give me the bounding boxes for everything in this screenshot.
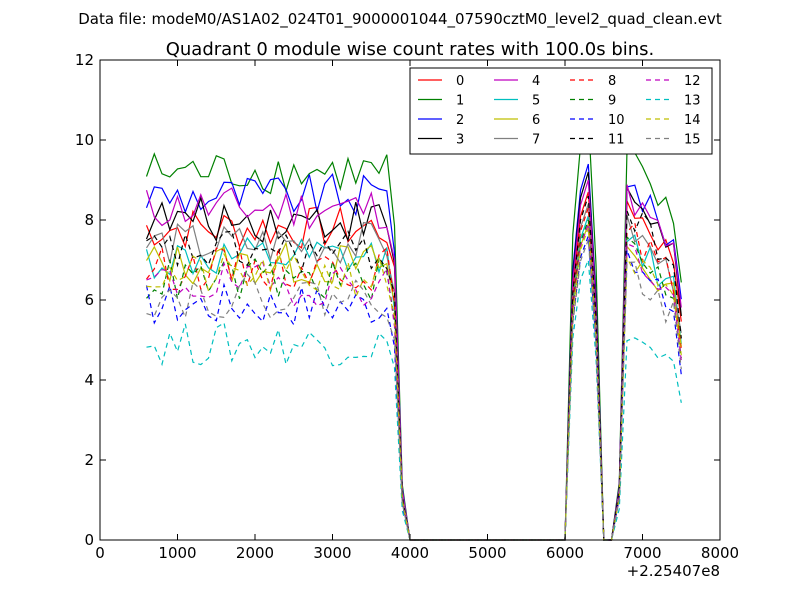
x-tick-label: 2000 [236,544,274,562]
legend-label: 4 [532,74,540,89]
legend-label: 3 [456,133,464,148]
legend-label: 13 [684,94,701,109]
axes-group: 0 1000 2000 3000 4000 5000 6000 7000 80000246810… [75,51,739,562]
legend-label: 9 [608,94,616,109]
legend-label: 15 [684,133,701,148]
x-offset-label: +2.25407e8 [627,562,720,580]
legend-label: 8 [608,74,616,89]
y-tick-label: 12 [75,51,94,69]
series-line-13 [146,259,682,541]
series-line-12 [146,223,682,541]
chart-title: Quadrant 0 module wise count rates with … [166,39,655,60]
legend-label: 14 [684,113,701,128]
legend-label: 7 [532,133,540,148]
legend-label: 6 [532,113,540,128]
x-tick-label: 1000 [158,544,196,562]
legend-label: 2 [456,113,464,128]
legend-label: 5 [532,94,540,109]
y-tick-label: 2 [84,451,94,469]
series-line-8 [146,207,682,541]
legend-label: 11 [608,133,625,148]
x-tick-label: 0 [95,544,105,562]
series-line-14 [146,227,682,541]
y-tick-label: 0 [84,531,94,549]
suptitle: Data file: modeM0/AS1A02_024T01_90000010… [78,10,722,29]
y-tick-label: 6 [84,291,94,309]
y-tick-label: 8 [84,211,94,229]
plot-frame [99,59,721,541]
x-tick-label: 7000 [623,544,661,562]
x-tick-label: 8000 [701,544,739,562]
x-tick-label: 5000 [468,544,506,562]
x-tick-label: 4000 [391,544,429,562]
legend-box [409,67,713,155]
x-tick-label: 3000 [313,544,351,562]
y-tick-label: 10 [75,131,94,149]
x-tick-label: 6000 [546,544,584,562]
y-tick-label: 4 [84,371,94,389]
legend-label: 12 [684,74,701,89]
legend-label: 10 [608,113,625,128]
legend-label: 1 [456,94,464,109]
legend-label: 0 [456,74,464,89]
